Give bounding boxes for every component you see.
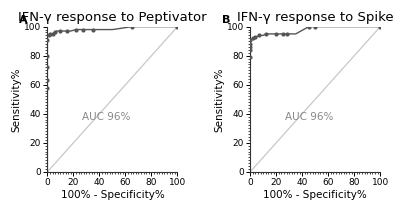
- Title: IFN-γ response to Peptivator: IFN-γ response to Peptivator: [18, 11, 207, 24]
- Point: [273, 32, 279, 36]
- Point: [283, 32, 290, 36]
- Point: [252, 35, 258, 39]
- Point: [306, 25, 312, 28]
- Point: [57, 29, 64, 33]
- Point: [44, 66, 50, 69]
- Point: [64, 29, 70, 33]
- Point: [174, 25, 181, 28]
- Point: [44, 86, 50, 89]
- Text: AUC 96%: AUC 96%: [284, 112, 333, 122]
- Point: [247, 55, 253, 59]
- Point: [44, 54, 50, 57]
- Y-axis label: Sensitivity%: Sensitivity%: [214, 67, 224, 131]
- Point: [256, 34, 262, 37]
- Text: B: B: [222, 15, 230, 25]
- Point: [377, 25, 384, 28]
- Point: [247, 48, 253, 51]
- Point: [46, 34, 52, 37]
- Text: A: A: [19, 15, 27, 25]
- Point: [73, 28, 79, 31]
- Point: [49, 32, 56, 36]
- Title: IFN-γ response to Spike: IFN-γ response to Spike: [237, 11, 394, 24]
- Point: [247, 45, 253, 49]
- X-axis label: 100% - Specificity%: 100% - Specificity%: [263, 190, 367, 200]
- Text: AUC 96%: AUC 96%: [82, 112, 130, 122]
- Point: [280, 32, 286, 36]
- Point: [52, 31, 58, 34]
- Y-axis label: Sensitivity%: Sensitivity%: [11, 67, 21, 131]
- Point: [129, 25, 135, 28]
- Point: [247, 38, 253, 41]
- Point: [79, 28, 86, 31]
- Point: [262, 32, 269, 36]
- Point: [90, 28, 96, 31]
- Point: [250, 37, 256, 40]
- Point: [247, 42, 253, 46]
- X-axis label: 100% - Specificity%: 100% - Specificity%: [60, 190, 164, 200]
- Point: [44, 38, 50, 41]
- Point: [44, 79, 50, 82]
- Point: [47, 32, 53, 36]
- Point: [312, 25, 318, 28]
